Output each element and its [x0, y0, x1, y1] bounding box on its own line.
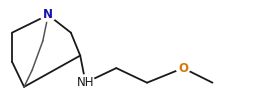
Text: N: N — [43, 8, 53, 21]
Ellipse shape — [76, 75, 95, 91]
Ellipse shape — [40, 9, 56, 21]
Text: O: O — [178, 62, 188, 75]
Text: NH: NH — [77, 76, 94, 89]
Ellipse shape — [176, 62, 190, 74]
